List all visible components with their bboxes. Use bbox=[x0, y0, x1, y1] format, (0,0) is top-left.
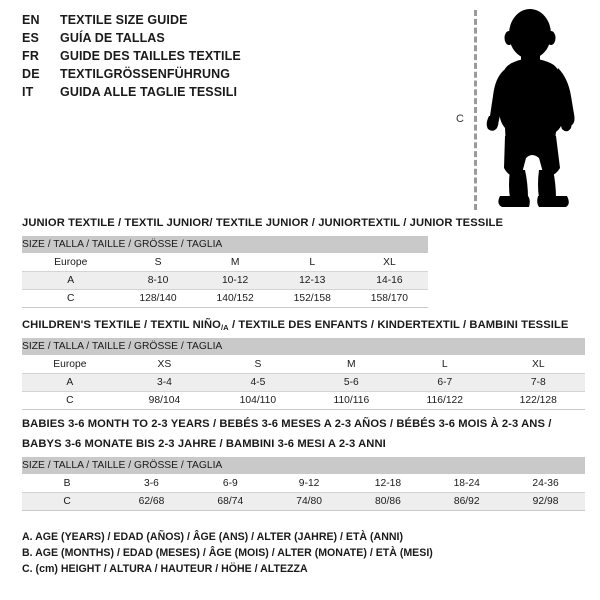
section-babies-title-line1: BABIES 3-6 MONTH TO 2-3 YEARS / BEBÉS 3-… bbox=[22, 418, 552, 430]
children-a-4: 7-8 bbox=[491, 373, 585, 392]
children-c-1: 104/110 bbox=[211, 391, 305, 410]
legend: A. AGE (YEARS) / EDAD (AÑOS) / ÂGE (ANS)… bbox=[22, 529, 433, 577]
height-illustration: C bbox=[448, 8, 594, 213]
toddler-silhouette-icon bbox=[486, 9, 575, 207]
children-row-c-label: C bbox=[22, 391, 118, 410]
section-children: CHILDREN'S TEXTILE / TEXTIL NIÑO/A / TEX… bbox=[22, 318, 585, 410]
junior-a-1: 10-12 bbox=[196, 271, 274, 290]
junior-c-3: 158/170 bbox=[350, 289, 428, 308]
language-row-it: IT GUIDA ALLE TAGLIE TESSILI bbox=[22, 85, 422, 103]
junior-c-0: 128/140 bbox=[119, 289, 197, 308]
junior-europe-2: L bbox=[273, 253, 351, 272]
table-row: A 3-4 4-5 5-6 6-7 7-8 bbox=[22, 373, 585, 392]
children-c-0: 98/104 bbox=[117, 391, 212, 410]
babies-c-3: 80/86 bbox=[348, 492, 428, 511]
language-text-en: TEXTILE SIZE GUIDE bbox=[60, 13, 188, 27]
section-babies: BABIES 3-6 MONTH TO 2-3 YEARS / BEBÉS 3-… bbox=[22, 417, 585, 511]
language-code-en: EN bbox=[22, 13, 40, 27]
language-row-en: EN TEXTILE SIZE GUIDE bbox=[22, 13, 422, 31]
junior-row-europe-label: Europe bbox=[22, 253, 120, 272]
table-row: C 62/68 68/74 74/80 80/86 86/92 92/98 bbox=[22, 492, 585, 511]
babies-b-5: 24-36 bbox=[506, 474, 585, 493]
junior-band-label: SIZE / TALLA / TAILLE / GRÖSSE / TAGLIA bbox=[22, 236, 428, 254]
children-band-row: SIZE / TALLA / TAILLE / GRÖSSE / TAGLIA bbox=[22, 338, 585, 356]
junior-a-3: 14-16 bbox=[350, 271, 428, 290]
language-row-fr: FR GUIDE DES TAILLES TEXTILE bbox=[22, 49, 422, 67]
babies-row-b-label: B bbox=[22, 474, 113, 493]
children-a-2: 5-6 bbox=[304, 373, 399, 392]
table-row: A 8-10 10-12 12-13 14-16 bbox=[22, 271, 428, 290]
children-c-3: 116/122 bbox=[398, 391, 492, 410]
height-dashed-line bbox=[474, 10, 477, 210]
junior-europe-0: S bbox=[119, 253, 197, 272]
children-europe-2: M bbox=[304, 355, 399, 374]
section-junior: JUNIOR TEXTILE / TEXTIL JUNIOR/ TEXTILE … bbox=[22, 216, 504, 308]
language-header: EN TEXTILE SIZE GUIDE ES GUÍA DE TALLAS … bbox=[22, 13, 422, 103]
children-europe-0: XS bbox=[117, 355, 212, 374]
babies-b-0: 3-6 bbox=[112, 474, 191, 493]
legend-line-a: A. AGE (YEARS) / EDAD (AÑOS) / ÂGE (ANS)… bbox=[22, 531, 403, 543]
language-code-es: ES bbox=[22, 31, 40, 45]
junior-size-table: SIZE / TALLA / TAILLE / GRÖSSE / TAGLIA … bbox=[22, 236, 428, 308]
junior-row-c-label: C bbox=[22, 289, 120, 308]
language-code-de: DE bbox=[22, 67, 40, 81]
junior-a-0: 8-10 bbox=[119, 271, 197, 290]
junior-c-1: 140/152 bbox=[196, 289, 274, 308]
junior-row-a-label: A bbox=[22, 271, 120, 290]
babies-b-4: 18-24 bbox=[427, 474, 507, 493]
junior-band-row: SIZE / TALLA / TAILLE / GRÖSSE / TAGLIA bbox=[22, 236, 428, 254]
children-europe-3: L bbox=[398, 355, 492, 374]
table-row: B 3-6 6-9 9-12 12-18 18-24 24-36 bbox=[22, 474, 585, 493]
language-code-fr: FR bbox=[22, 49, 40, 63]
section-babies-title-line2: BABYS 3-6 MONATE BIS 2-3 JAHRE / BAMBINI… bbox=[22, 438, 386, 450]
language-code-it: IT bbox=[22, 85, 34, 99]
junior-a-2: 12-13 bbox=[273, 271, 351, 290]
table-row: Europe S M L XL bbox=[22, 253, 428, 272]
children-c-4: 122/128 bbox=[491, 391, 585, 410]
children-c-2: 110/116 bbox=[304, 391, 399, 410]
children-title-prefix: CHILDREN'S TEXTILE / TEXTIL NIÑO bbox=[22, 319, 221, 331]
babies-b-1: 6-9 bbox=[190, 474, 270, 493]
babies-c-0: 62/68 bbox=[112, 492, 191, 511]
babies-c-2: 74/80 bbox=[269, 492, 349, 511]
babies-band-label: SIZE / TALLA / TAILLE / GRÖSSE / TAGLIA bbox=[22, 457, 585, 475]
legend-line-c: C. (cm) HEIGHT / ALTURA / HAUTEUR / HÖHE… bbox=[22, 563, 308, 575]
children-row-europe-label: Europe bbox=[22, 355, 118, 374]
children-band-label: SIZE / TALLA / TAILLE / GRÖSSE / TAGLIA bbox=[22, 338, 585, 356]
babies-band-row: SIZE / TALLA / TAILLE / GRÖSSE / TAGLIA bbox=[22, 457, 585, 475]
babies-c-1: 68/74 bbox=[190, 492, 270, 511]
section-junior-title: JUNIOR TEXTILE / TEXTIL JUNIOR/ TEXTILE … bbox=[22, 217, 504, 229]
babies-c-4: 86/92 bbox=[427, 492, 507, 511]
babies-row-c-label: C bbox=[22, 492, 113, 511]
junior-c-2: 152/158 bbox=[273, 289, 351, 308]
children-title-sub: /A bbox=[220, 323, 229, 332]
language-row-de: DE TEXTILGRÖSSENFÜHRUNG bbox=[22, 67, 422, 85]
children-europe-1: S bbox=[211, 355, 305, 374]
legend-line-b: B. AGE (MONTHS) / EDAD (MESES) / ÂGE (MO… bbox=[22, 547, 433, 559]
junior-europe-3: XL bbox=[350, 253, 428, 272]
height-measure-label: C bbox=[456, 113, 464, 125]
children-europe-4: XL bbox=[491, 355, 585, 374]
language-text-de: TEXTILGRÖSSENFÜHRUNG bbox=[60, 67, 231, 81]
language-text-fr: GUIDE DES TAILLES TEXTILE bbox=[60, 49, 241, 63]
language-row-es: ES GUÍA DE TALLAS bbox=[22, 31, 422, 49]
children-row-a-label: A bbox=[22, 373, 118, 392]
junior-europe-1: M bbox=[196, 253, 274, 272]
language-text-it: GUIDA ALLE TAGLIE TESSILI bbox=[60, 85, 238, 99]
children-size-table: SIZE / TALLA / TAILLE / GRÖSSE / TAGLIA … bbox=[22, 338, 585, 410]
table-row: C 98/104 104/110 110/116 116/122 122/128 bbox=[22, 391, 585, 410]
children-title-suffix: / TEXTILE DES ENFANTS / KINDERTEXTIL / B… bbox=[228, 319, 569, 331]
section-children-title: CHILDREN'S TEXTILE / TEXTIL NIÑO/A / TEX… bbox=[22, 318, 585, 333]
table-row: C 128/140 140/152 152/158 158/170 bbox=[22, 289, 428, 308]
babies-b-2: 9-12 bbox=[269, 474, 349, 493]
children-a-0: 3-4 bbox=[117, 373, 212, 392]
language-text-es: GUÍA DE TALLAS bbox=[60, 31, 165, 45]
babies-b-3: 12-18 bbox=[348, 474, 428, 493]
children-a-1: 4-5 bbox=[211, 373, 305, 392]
babies-size-table: SIZE / TALLA / TAILLE / GRÖSSE / TAGLIA … bbox=[22, 457, 585, 511]
children-a-3: 6-7 bbox=[398, 373, 492, 392]
babies-c-5: 92/98 bbox=[506, 492, 585, 511]
table-row: Europe XS S M L XL bbox=[22, 355, 585, 374]
